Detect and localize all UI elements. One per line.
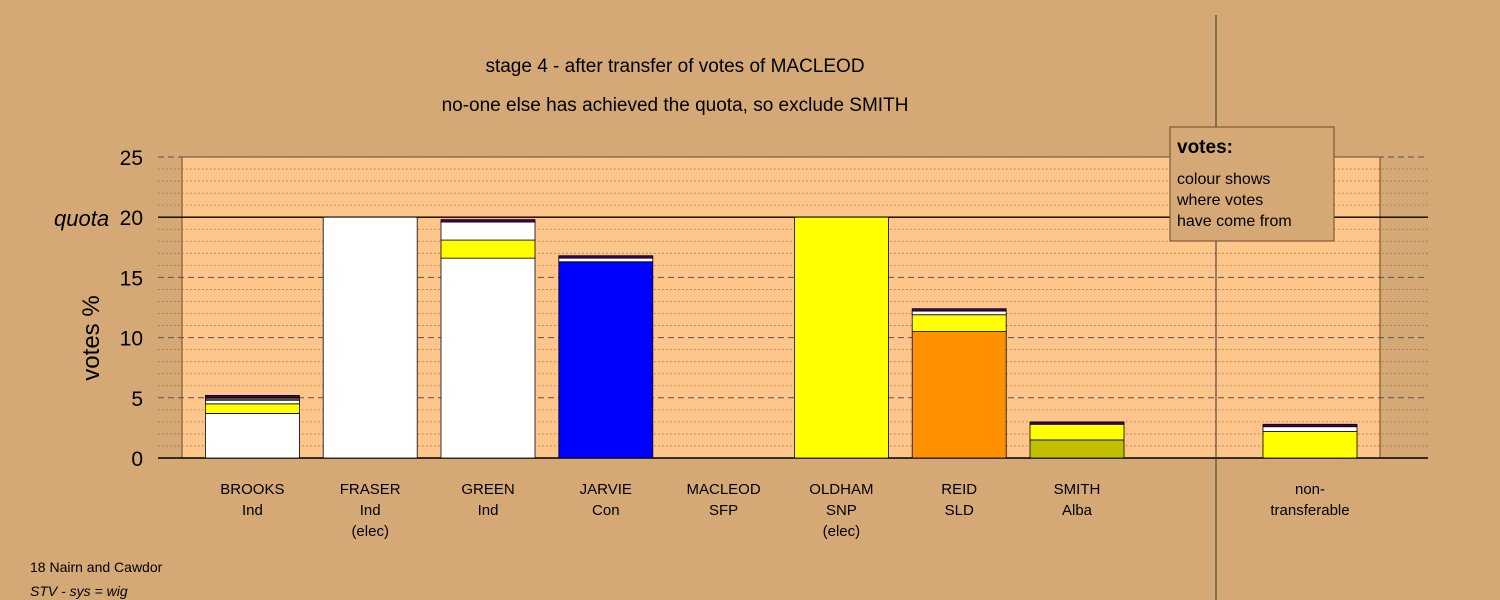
- y-axis-label: votes %: [78, 295, 105, 380]
- quota-label: quota: [54, 206, 109, 231]
- legend-line-3: have come from: [1177, 213, 1292, 230]
- bar-segment: [1262, 426, 1358, 432]
- y-tick-label: 20: [120, 207, 143, 230]
- x-tick-label: REID: [941, 481, 977, 498]
- bar-segment: [558, 257, 654, 263]
- x-tick-label: BROOKS: [220, 481, 284, 498]
- x-labels: BROOKS Ind FRASER Ind (elec) GREEN Ind JARVIE Co…: [220, 481, 1349, 540]
- y-axis: 0 5 10 15 20 25: [120, 147, 143, 471]
- x-tick-label: Ind: [478, 502, 499, 519]
- bar-fraser: [322, 216, 418, 459]
- x-tick-label: FRASER: [340, 481, 401, 498]
- x-tick-label: Alba: [1062, 502, 1093, 519]
- bar-segment: [1029, 421, 1125, 425]
- x-tick-label: SMITH: [1054, 481, 1101, 498]
- bar-segment: [558, 261, 654, 459]
- x-tick-label: Con: [592, 502, 620, 519]
- bar-green: [440, 219, 536, 459]
- bar-segment: [204, 403, 300, 414]
- bar-segment: [1029, 439, 1125, 459]
- bar-jarvie: [558, 255, 654, 459]
- y-tick-label: 15: [120, 267, 143, 290]
- bar-segment: [440, 219, 536, 223]
- chart-title: stage 4 - after transfer of votes of MAC…: [485, 56, 864, 77]
- y-tick-label: 5: [131, 388, 143, 411]
- bar-segment: [440, 257, 536, 459]
- bar-nontransferable: [1262, 423, 1358, 459]
- x-tick-label: SFP: [709, 502, 738, 519]
- bar-segment: [204, 394, 300, 399]
- x-tick-label: (elec): [823, 523, 861, 540]
- bar-segment: [322, 216, 418, 459]
- legend-box: [1169, 126, 1335, 242]
- bar-segment: [204, 413, 300, 459]
- x-tick-label: SLD: [945, 502, 974, 519]
- bar-segment: [911, 308, 1007, 312]
- legend-line-1: colour shows: [1177, 171, 1270, 188]
- footer-system: STV - sys = wig: [30, 583, 128, 599]
- footer-ward: 18 Nairn and Cawdor: [30, 559, 163, 575]
- bar-segment: [440, 221, 536, 241]
- x-tick-label: transferable: [1270, 502, 1349, 519]
- legend: votes: colour shows where votes have com…: [1169, 126, 1335, 242]
- bar-segment: [204, 399, 300, 405]
- bar-segment: [911, 331, 1007, 459]
- x-tick-label: MACLEOD: [687, 481, 761, 498]
- bar-oldham: [794, 216, 889, 459]
- bar-smith: [1029, 421, 1125, 459]
- x-tick-label: non-: [1295, 481, 1325, 498]
- bar-segment: [1029, 423, 1125, 441]
- x-tick-label: GREEN: [461, 481, 514, 498]
- legend-title: votes:: [1177, 137, 1233, 158]
- x-tick-label: Ind: [360, 502, 381, 519]
- bar-reid: [911, 308, 1007, 459]
- x-tick-label: SNP: [826, 502, 857, 519]
- y-tick-label: 0: [131, 448, 143, 471]
- x-tick-label: JARVIE: [580, 481, 632, 498]
- bar-segment: [911, 310, 1007, 316]
- chart-subtitle: no-one else has achieved the quota, so e…: [442, 95, 909, 116]
- y-tick-label: 10: [120, 328, 143, 351]
- bar-brooks: [204, 394, 300, 459]
- legend-line-2: where votes: [1176, 192, 1263, 209]
- x-tick-label: (elec): [351, 523, 389, 540]
- bars: [204, 216, 1358, 459]
- bar-segment: [440, 239, 536, 259]
- bar-segment: [1262, 431, 1358, 459]
- bar-segment: [794, 216, 889, 459]
- bar-segment: [1262, 423, 1358, 428]
- bar-segment: [558, 255, 654, 259]
- y-tick-label: 25: [120, 147, 143, 170]
- bar-segment: [911, 314, 1007, 332]
- x-tick-label: OLDHAM: [809, 481, 873, 498]
- x-tick-label: Ind: [242, 502, 263, 519]
